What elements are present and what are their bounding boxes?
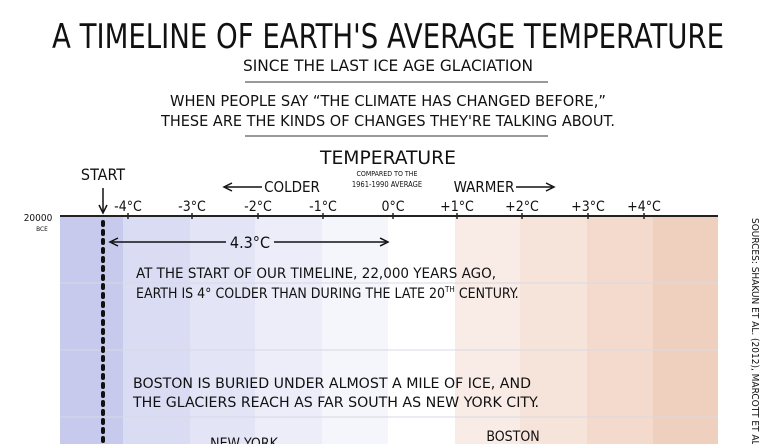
start-year: 20000 [24, 213, 53, 224]
band [587, 216, 653, 444]
axis-title: TEMPERATURE [319, 147, 456, 169]
band [190, 216, 255, 444]
tick-label: -2°C [244, 199, 272, 215]
tick-label: +4°C [627, 199, 661, 215]
arrowhead [545, 182, 556, 192]
note-line: THE GLACIERS REACH AS FAR SOUTH AS NEW Y… [132, 395, 539, 411]
sources: SOURCES: SHAKUN ET AL. (2012), MARCOTT E… [749, 218, 760, 444]
difference-label: 4.3°C [230, 233, 270, 252]
band [322, 216, 388, 444]
bands [60, 215, 718, 444]
start-era: BCE [36, 225, 48, 233]
title: A TIMELINE OF EARTH'S AVERAGE TEMPERATUR… [52, 17, 724, 57]
intro-line: THESE ARE THE KINDS OF CHANGES THEY'RE T… [160, 112, 615, 130]
axis-note: COMPARED TO THE [356, 170, 417, 178]
tick-label: +2°C [505, 199, 539, 215]
intro-line: WHEN PEOPLE SAY “THE CLIMATE HAS CHANGED… [170, 92, 606, 110]
colder-label: COLDER [264, 178, 320, 196]
tick-label: 0°C [381, 199, 404, 215]
tick-labels: -4°C -3°C -2°C -1°C 0°C +1°C +2°C +3°C +4°C [114, 199, 661, 219]
tick-label: +3°C [571, 199, 605, 215]
band [455, 216, 520, 444]
note-line: EARTH IS 4° COLDER THAN DURING THE LATE … [136, 285, 519, 302]
start-label: START [81, 165, 125, 184]
arrowhead [222, 182, 233, 192]
axis-note: 1961-1990 AVERAGE [352, 180, 422, 189]
tick-label: -3°C [178, 199, 206, 215]
band [123, 216, 190, 444]
band [255, 216, 322, 444]
warmer-label: WARMER [454, 178, 515, 196]
place-label: BOSTON [486, 429, 539, 444]
tick-label: -1°C [309, 199, 337, 215]
note-line: AT THE START OF OUR TIMELINE, 22,000 YEA… [136, 266, 496, 282]
note-line: BOSTON IS BURIED UNDER ALMOST A MILE OF … [133, 376, 531, 392]
band [60, 216, 123, 444]
place-label: NEW YORK [210, 436, 278, 444]
arrowhead [98, 204, 108, 215]
arrowhead [379, 237, 390, 247]
tick-label: +1°C [440, 199, 474, 215]
tick-label: -4°C [114, 199, 142, 215]
superscript: TH [444, 285, 455, 294]
band [388, 216, 455, 444]
band [653, 216, 718, 444]
note-text: EARTH IS 4° COLDER THAN DURING THE LATE … [136, 286, 445, 302]
band [520, 216, 587, 444]
note-text: CENTURY. [455, 286, 519, 302]
arrowhead [108, 237, 119, 247]
subtitle: SINCE THE LAST ICE AGE GLACIATION [243, 56, 533, 75]
